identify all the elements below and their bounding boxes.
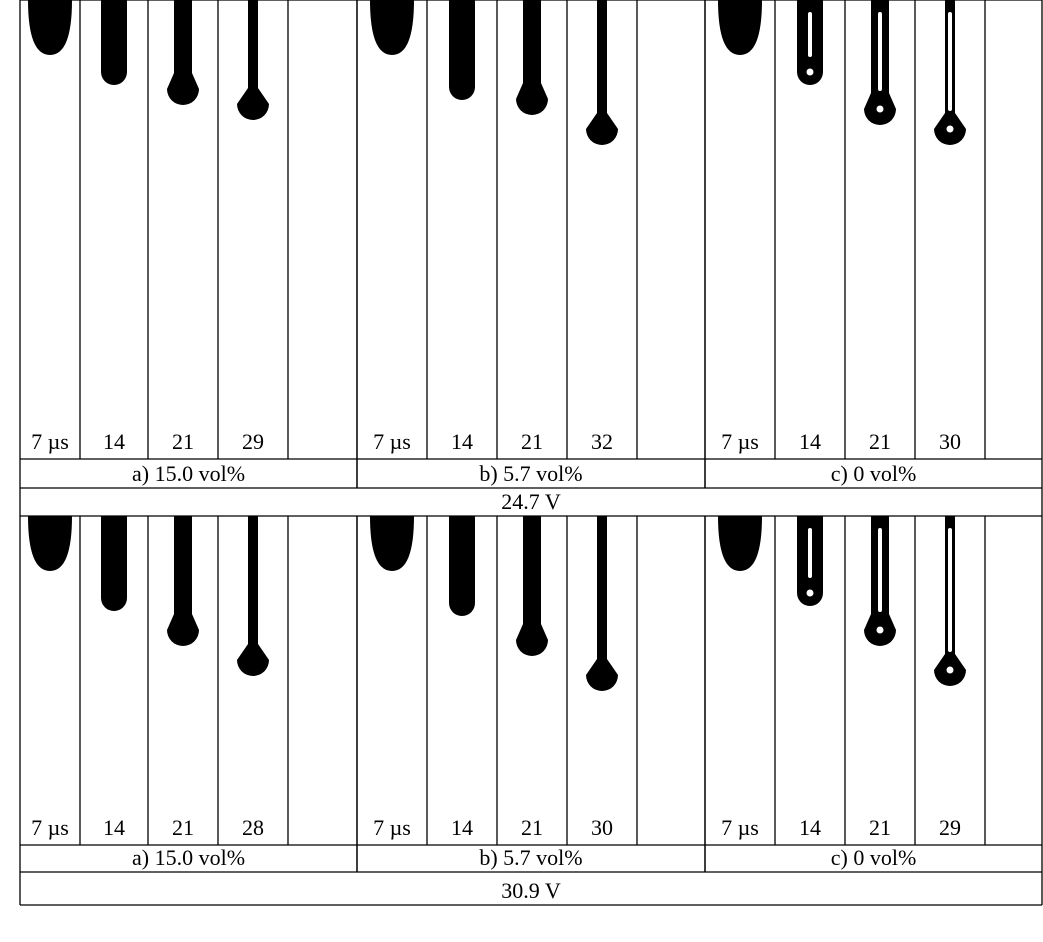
- frame-label: 32: [591, 429, 613, 454]
- droplet: [586, 516, 618, 691]
- droplet: [516, 516, 548, 656]
- frame-label: 21: [172, 429, 194, 454]
- droplet: [237, 516, 269, 676]
- droplet: [718, 516, 762, 571]
- group-caption: a) 15.0 vol%: [132, 461, 245, 486]
- page: {"blocks": [ {"groups": [ {"labels": ["7…: [0, 0, 1043, 942]
- droplet-core: [947, 126, 954, 133]
- droplet-core: [878, 12, 882, 91]
- frame-label: 21: [521, 815, 543, 840]
- frame-label: 14: [451, 815, 473, 840]
- droplet-core: [948, 12, 952, 111]
- frame-label: 29: [939, 815, 961, 840]
- frame-label: 21: [521, 429, 543, 454]
- frame-label: 30: [939, 429, 961, 454]
- frame-label: 14: [799, 815, 821, 840]
- voltage-label: 24.7 V: [501, 489, 561, 514]
- droplet-core: [877, 106, 884, 113]
- frame-label: 7 µs: [373, 815, 411, 840]
- droplet-tip: [248, 0, 258, 20]
- droplet-tip: [597, 0, 607, 20]
- frame-label: 7 µs: [721, 429, 759, 454]
- droplet: [718, 0, 762, 55]
- frame-label: 7 µs: [31, 815, 69, 840]
- frame-label: 14: [799, 429, 821, 454]
- frame-label: 14: [451, 429, 473, 454]
- droplet-core: [807, 69, 814, 76]
- droplet-core: [808, 12, 812, 57]
- droplet: [370, 516, 414, 571]
- group-caption: b) 5.7 vol%: [479, 845, 582, 870]
- droplet: [101, 0, 127, 85]
- droplet-core: [878, 528, 882, 612]
- figure: 7 µs 14 21 29 a) 15.0 vol% 7 µs 14 21 32 b) 5.7 v…: [0, 0, 1043, 942]
- droplet: [586, 0, 618, 145]
- droplet: [28, 516, 72, 571]
- frame-label: 7 µs: [31, 429, 69, 454]
- droplet-tip: [597, 516, 607, 536]
- droplet: [449, 516, 475, 616]
- droplet-core: [877, 627, 884, 634]
- group-caption: c) 0 vol%: [831, 461, 917, 486]
- frame-label: 21: [172, 815, 194, 840]
- droplet-core: [808, 528, 812, 578]
- group-caption: a) 15.0 vol%: [132, 845, 245, 870]
- frame-label: 21: [869, 429, 891, 454]
- droplet-core: [807, 590, 814, 597]
- droplet: [370, 0, 414, 55]
- droplet: [516, 0, 548, 115]
- droplet: [167, 516, 199, 646]
- frame-label: 14: [103, 429, 125, 454]
- frame-label: 7 µs: [373, 429, 411, 454]
- frame-label: 14: [103, 815, 125, 840]
- frame-label: 30: [591, 815, 613, 840]
- voltage-label: 30.9 V: [501, 878, 561, 903]
- frame-label: 29: [242, 429, 264, 454]
- droplet: [101, 516, 127, 611]
- frame-label: 21: [869, 815, 891, 840]
- droplet: [167, 0, 199, 105]
- group-caption: c) 0 vol%: [831, 845, 917, 870]
- droplet-tip: [248, 516, 258, 536]
- droplet: [449, 0, 475, 100]
- droplet-core: [947, 667, 954, 674]
- droplet-core: [948, 528, 952, 652]
- droplet: [28, 0, 72, 55]
- group-caption: b) 5.7 vol%: [479, 461, 582, 486]
- frame-label: 7 µs: [721, 815, 759, 840]
- frame-label: 28: [242, 815, 264, 840]
